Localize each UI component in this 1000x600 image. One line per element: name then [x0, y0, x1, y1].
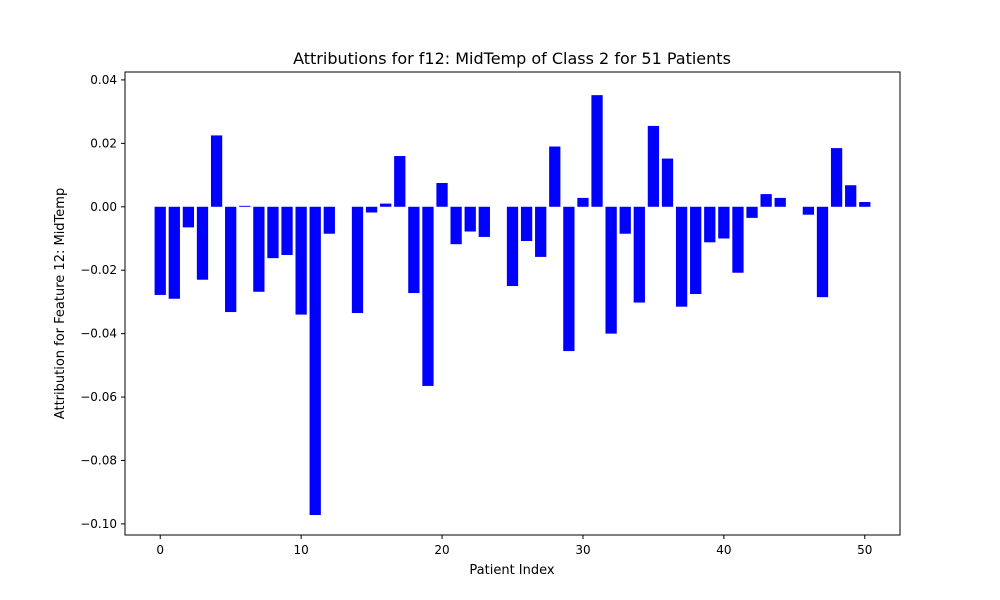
bar-1 — [168, 206, 180, 299]
bar-30 — [577, 197, 589, 207]
bar-18 — [408, 206, 420, 294]
bar-3 — [196, 206, 209, 280]
y-tick-label: 0.00 — [90, 200, 117, 214]
bar-41 — [732, 206, 744, 273]
bar-10 — [295, 206, 307, 315]
bar-28 — [549, 146, 561, 207]
bar-27 — [535, 206, 547, 257]
x-tick-label: 0 — [156, 543, 164, 557]
bar-20 — [436, 182, 448, 207]
x-axis-ticks: 0 10 20 30 40 50 — [156, 535, 872, 557]
y-axis-label: Attribution for Feature 12: MidTemp — [53, 188, 68, 419]
bar-31 — [591, 95, 603, 207]
bar-9 — [281, 206, 293, 255]
bar-44 — [774, 197, 786, 207]
y-tick-label: 0.02 — [90, 136, 117, 150]
plot-frame — [124, 71, 901, 536]
bar-46 — [802, 206, 815, 215]
bar-22 — [464, 206, 476, 232]
bar-50 — [859, 202, 871, 207]
bar-49 — [845, 185, 857, 207]
bar-42 — [746, 206, 758, 218]
bar-32 — [605, 206, 617, 334]
bar-34 — [633, 206, 645, 303]
bar-16 — [380, 203, 392, 207]
x-tick-label: 10 — [293, 543, 308, 557]
bars-group — [154, 95, 871, 516]
bar-40 — [718, 206, 730, 239]
bar-4 — [210, 135, 223, 207]
bar-37 — [675, 206, 688, 307]
bar-14 — [351, 206, 364, 314]
bar-23 — [478, 206, 490, 237]
bar-43 — [760, 194, 772, 207]
x-tick-label: 30 — [575, 543, 590, 557]
y-tick-label: −0.06 — [80, 390, 117, 404]
y-tick-label: −0.04 — [80, 327, 117, 341]
x-tick-label: 20 — [434, 543, 449, 557]
bar-25 — [506, 206, 519, 287]
bar-19 — [422, 206, 434, 386]
bar-17 — [394, 156, 406, 207]
y-tick-label: −0.08 — [80, 453, 117, 467]
y-tick-label: 0.04 — [90, 73, 117, 87]
bar-33 — [619, 206, 631, 234]
bar-15 — [365, 206, 378, 213]
bar-36 — [661, 158, 674, 207]
bar-0 — [154, 206, 166, 295]
x-axis-label: Patient Index — [469, 563, 554, 578]
bar-6 — [239, 205, 251, 207]
bar-7 — [253, 206, 265, 292]
bar-8 — [267, 206, 279, 259]
bar-12 — [323, 206, 335, 234]
x-tick-label: 50 — [857, 543, 872, 557]
bar-26 — [520, 206, 533, 242]
bar-2 — [182, 206, 195, 228]
bar-48 — [830, 148, 843, 207]
bar-5 — [225, 206, 237, 313]
chart-title: Attributions for f12: MidTemp of Class 2… — [293, 49, 731, 68]
y-tick-label: −0.02 — [80, 263, 117, 277]
x-tick-label: 40 — [716, 543, 731, 557]
bar-47 — [816, 206, 829, 298]
y-axis-ticks: 0.04 0.02 0.00 −0.02 −0.04 −0.06 −0.08 −0.10 — [80, 73, 125, 531]
bar-39 — [704, 206, 716, 243]
y-tick-label: −0.10 — [80, 517, 117, 531]
bar-35 — [647, 125, 660, 207]
bar-11 — [309, 206, 321, 516]
bar-38 — [690, 206, 702, 294]
bar-21 — [450, 206, 462, 245]
bar-29 — [563, 206, 575, 352]
